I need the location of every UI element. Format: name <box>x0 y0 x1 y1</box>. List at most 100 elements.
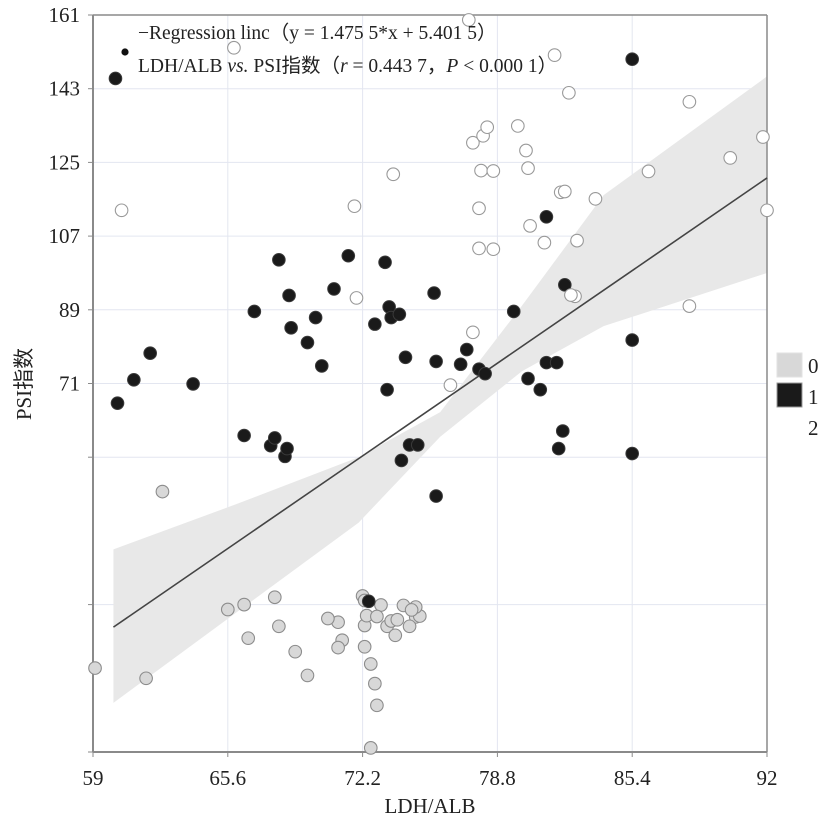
data-point-series-2 <box>486 242 501 257</box>
corr-r-value: = 0.443 7， <box>348 56 447 77</box>
data-point-series-1 <box>378 255 392 270</box>
data-point-series-2 <box>570 233 584 248</box>
data-point-series-2 <box>466 135 480 150</box>
regression-line-group <box>112 177 768 628</box>
data-point-series-0 <box>272 619 286 634</box>
data-point-series-1 <box>280 441 294 456</box>
confidence-band <box>113 76 767 703</box>
data-point-series-0 <box>220 602 235 617</box>
y-tick-label: 161 <box>49 3 81 27</box>
y-tick-label: 89 <box>59 298 80 322</box>
data-point-series-2 <box>472 201 486 216</box>
data-point-series-1 <box>392 307 407 322</box>
data-point-series-2 <box>472 241 486 256</box>
corr-r: r <box>340 56 348 77</box>
data-point-series-0 <box>88 661 102 675</box>
data-point-series-1 <box>237 428 251 443</box>
data-point-series-0 <box>321 611 335 626</box>
data-point-series-2 <box>443 378 458 392</box>
data-point-series-1 <box>429 354 443 369</box>
data-point-series-2 <box>474 163 488 178</box>
legend-swatch-1 <box>776 382 803 408</box>
y-tick-label: 125 <box>49 150 81 174</box>
data-point-series-1 <box>478 366 492 381</box>
data-point-series-2 <box>521 161 535 175</box>
data-point-series-1 <box>186 377 200 391</box>
data-point-series-0 <box>267 590 282 605</box>
data-point-series-1 <box>272 253 286 267</box>
corr-b: PSI指数（ <box>249 55 341 77</box>
data-point-series-1 <box>108 71 123 86</box>
data-point-series-1 <box>549 355 564 370</box>
annotation-prefix: −Regression linc（ <box>138 22 289 44</box>
data-point-series-2 <box>486 164 501 178</box>
regression-equation: y = 1.475 5*x + 5.401 5 <box>289 23 477 44</box>
data-point-series-2 <box>227 40 241 55</box>
data-point-series-2 <box>588 191 603 206</box>
data-point-series-1 <box>341 248 356 263</box>
data-point-series-1 <box>410 438 425 452</box>
data-point-series-1 <box>267 431 282 445</box>
data-point-series-1 <box>506 304 521 319</box>
y-tick-label: 71 <box>59 372 80 396</box>
data-point-series-1 <box>625 446 640 461</box>
x-axis-title: LDH/ALB <box>385 794 476 818</box>
legend: 0 1 2 <box>776 352 819 440</box>
data-point-series-2 <box>760 203 774 218</box>
data-point-series-1 <box>308 310 323 325</box>
data-point-series-2 <box>641 164 656 179</box>
data-point-series-0 <box>363 657 378 671</box>
data-point-series-2 <box>537 235 552 250</box>
data-point-series-1 <box>555 424 570 438</box>
data-point-series-2 <box>547 48 562 62</box>
x-tick-label: 78.8 <box>479 766 516 790</box>
data-point-series-0 <box>241 631 256 646</box>
data-point-series-0 <box>331 640 345 655</box>
regression-annotation: −Regression linc（y = 1.475 5*x + 5.401 5… <box>138 22 497 44</box>
data-point-series-1 <box>558 278 572 292</box>
data-point-series-0 <box>139 671 153 686</box>
data-point-series-0 <box>288 644 303 659</box>
y-axis-ticks: 161 143 125 107 89 71 <box>49 3 93 753</box>
annotation-suffix: ） <box>477 22 497 44</box>
legend-label-1: 1 <box>808 385 819 409</box>
data-point-series-2 <box>114 203 129 218</box>
data-point-series-1 <box>368 317 382 331</box>
corr-p-value: < 0.000 1） <box>458 55 557 77</box>
legend-label-2: 2 <box>808 416 819 440</box>
legend-swatch-0 <box>776 352 803 378</box>
data-point-series-0 <box>300 668 315 683</box>
data-point-series-1 <box>427 286 441 300</box>
data-point-series-0 <box>402 619 417 634</box>
x-tick-label: 92 <box>757 766 778 790</box>
data-point-series-1 <box>380 382 394 397</box>
data-point-series-2 <box>564 288 578 302</box>
data-points <box>88 13 774 755</box>
y-tick-label: 107 <box>49 224 81 248</box>
data-point-series-1 <box>284 321 298 335</box>
data-point-series-1 <box>521 371 535 386</box>
data-point-series-2 <box>557 184 572 199</box>
y-axis-title: PSI指数 <box>12 348 36 420</box>
data-point-series-1 <box>625 333 640 347</box>
corr-a: LDH/ALB <box>138 56 227 77</box>
data-point-series-1 <box>143 346 157 361</box>
data-point-series-1 <box>361 594 376 609</box>
data-point-series-1 <box>110 396 125 410</box>
y-tick-label: 143 <box>49 77 81 101</box>
regression-line <box>112 177 768 628</box>
data-point-series-1 <box>539 210 554 224</box>
x-tick-label: 85.4 <box>614 766 651 790</box>
data-point-series-1 <box>625 52 640 67</box>
data-point-series-2 <box>756 130 770 144</box>
annotation-dot-icon <box>121 48 129 56</box>
data-point-series-2 <box>682 299 697 313</box>
data-point-series-1 <box>551 441 566 456</box>
data-point-series-2 <box>461 13 476 27</box>
legend-label-0: 0 <box>808 354 819 378</box>
data-point-series-2 <box>523 219 537 233</box>
data-point-series-1 <box>394 453 409 468</box>
data-point-series-1 <box>398 350 413 365</box>
data-point-series-1 <box>429 489 443 503</box>
